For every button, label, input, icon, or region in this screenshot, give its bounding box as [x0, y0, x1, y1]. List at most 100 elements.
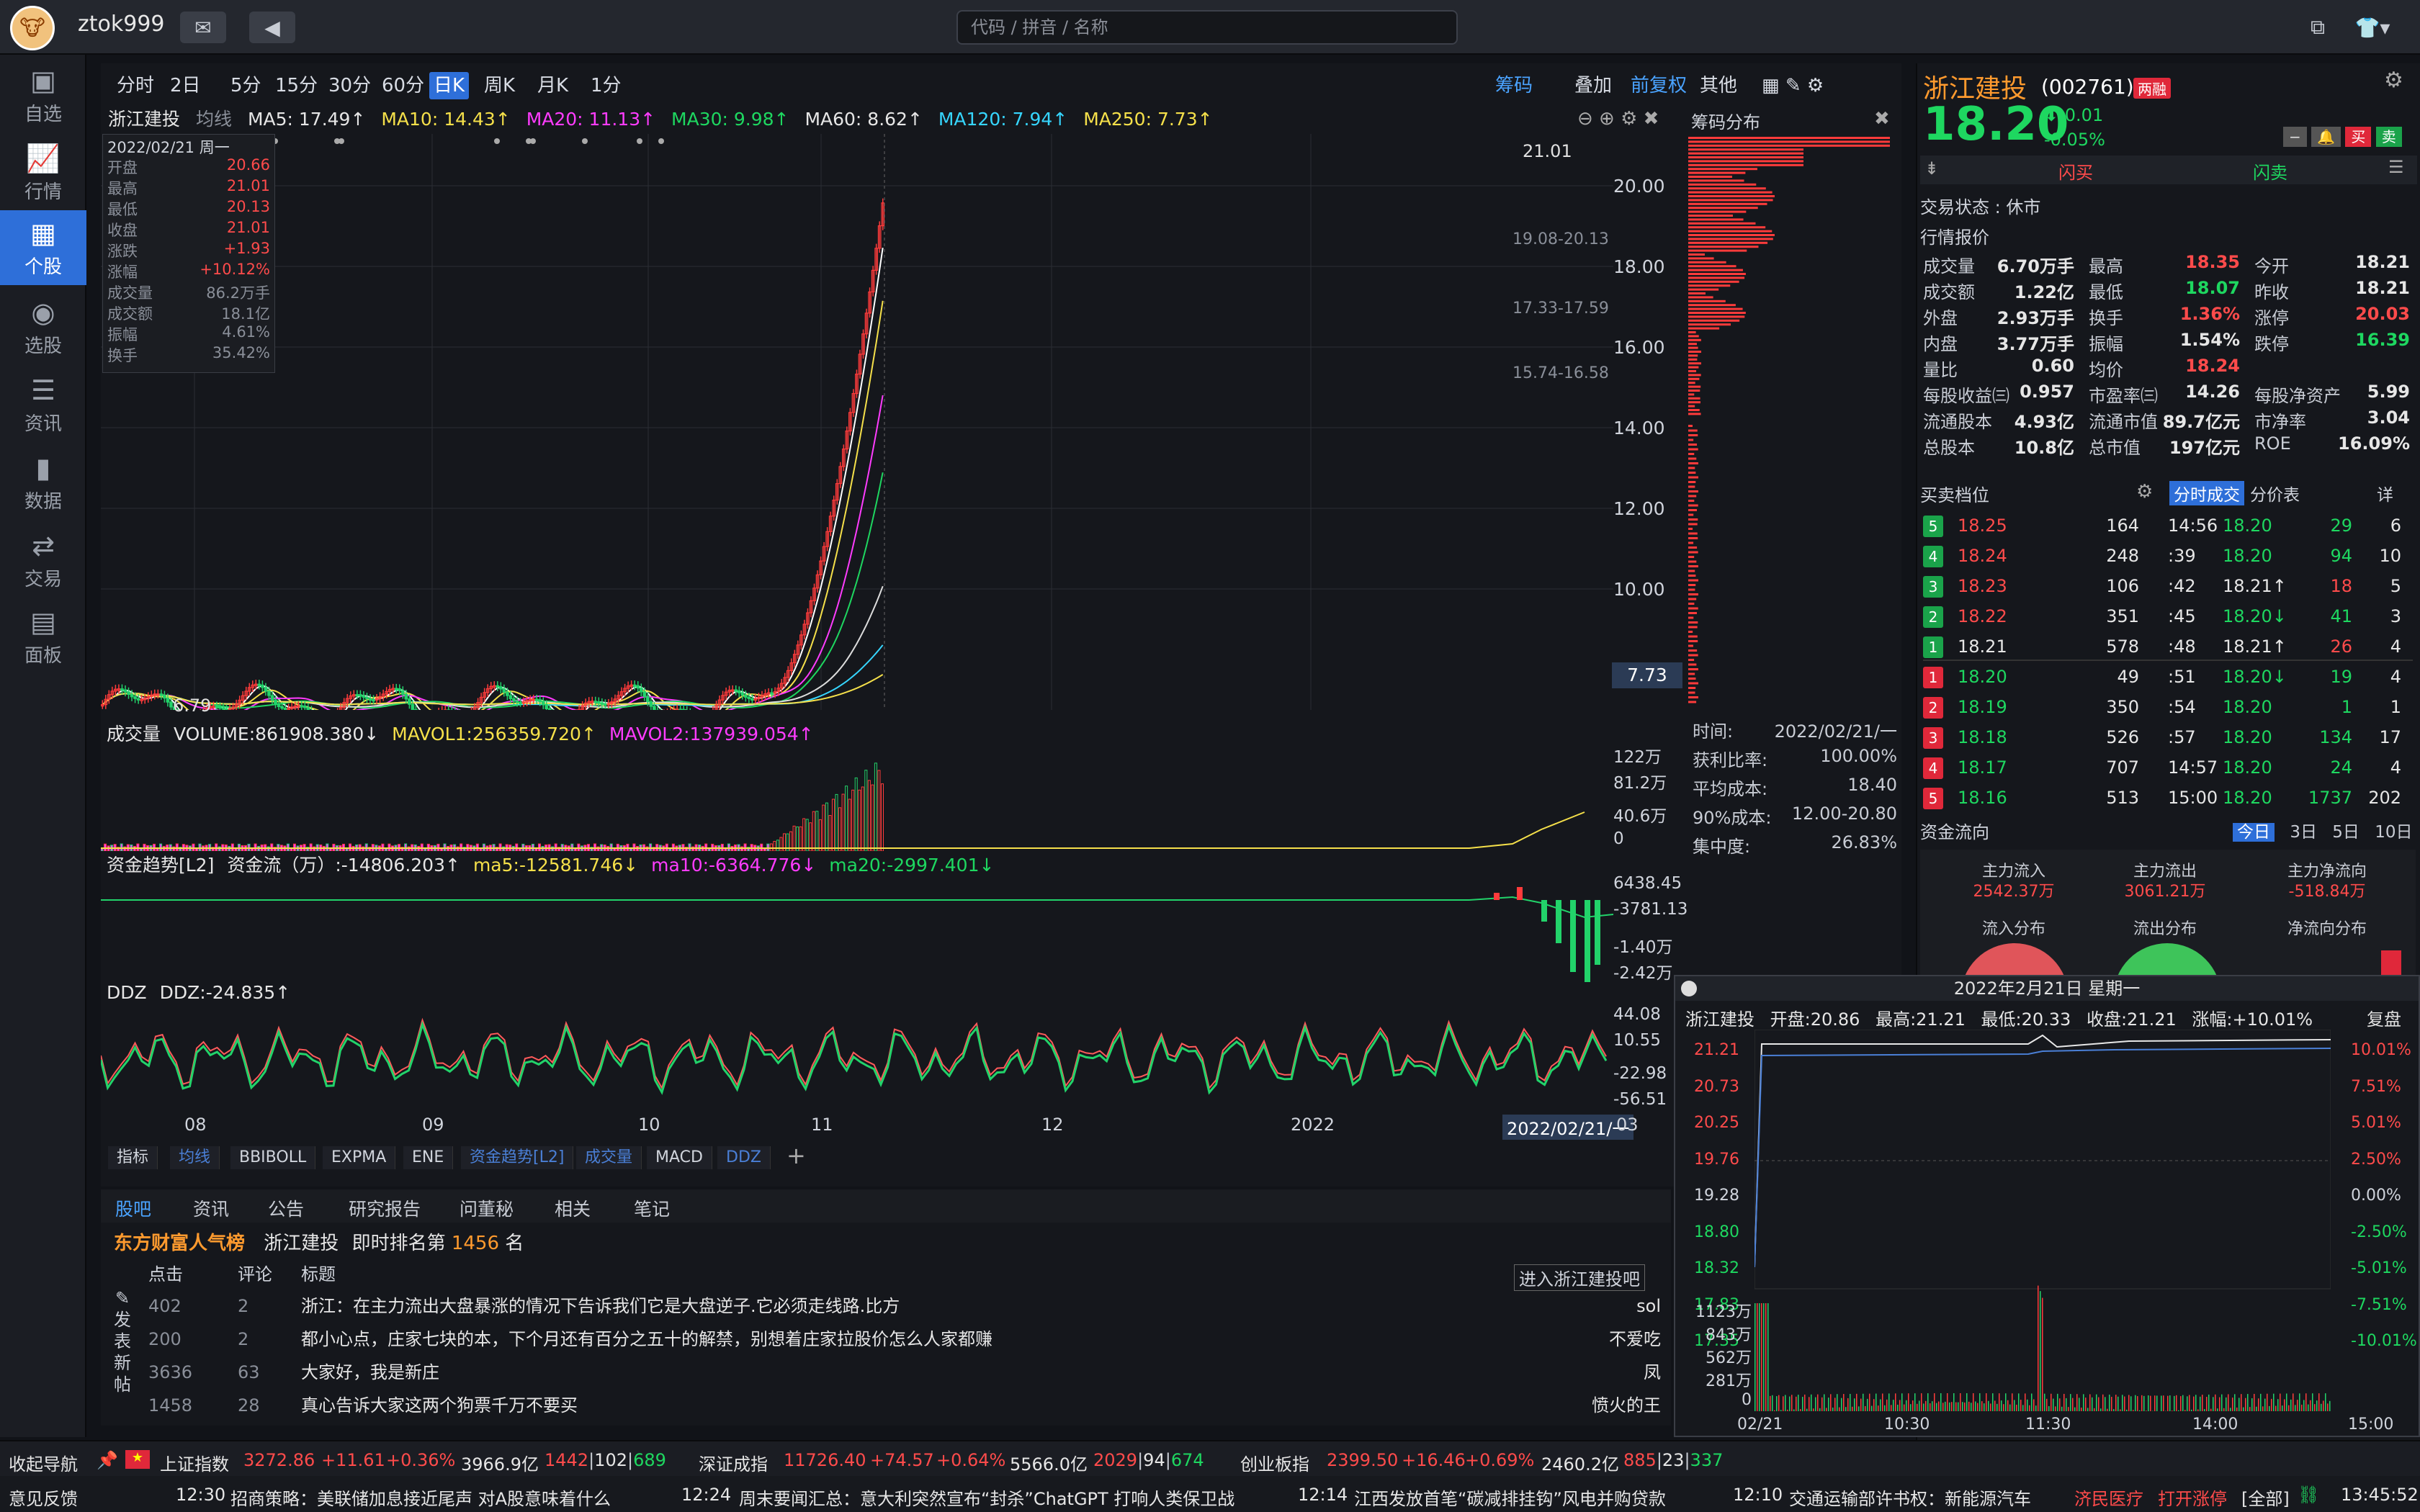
enter-forum-button[interactable]: 进入浙江建投吧 [1514, 1264, 1645, 1291]
ask-row[interactable]: 5 18.25 164 [1923, 511, 2161, 541]
indicator-tab[interactable]: MACD [647, 1146, 712, 1169]
kline-chart[interactable] [101, 134, 1613, 710]
fund-chart[interactable] [101, 874, 1613, 982]
bid-row[interactable]: 3 18.18 526 [1923, 723, 2161, 753]
search-input[interactable]: 代码 / 拼音 / 名称 [956, 10, 1458, 45]
sh-index-name[interactable]: 上证指数 [160, 1454, 229, 1475]
indicator-tab[interactable]: EXPMA [323, 1146, 396, 1169]
bid-row[interactable]: 4 18.17 707 [1923, 753, 2161, 783]
flash-buy-button[interactable]: 闪买 [2058, 163, 2093, 183]
sidebar-item-news[interactable]: ☰ 资讯 [0, 367, 86, 442]
window-icon[interactable]: ⧉ [2311, 15, 2325, 39]
post-title[interactable]: 都小心点，庄家七块的本，下个月还有百分之五十的解禁，别想着庄家拉股价怎么人家都赚 [301, 1329, 992, 1349]
ddz-chart[interactable] [101, 1005, 1613, 1113]
list-item[interactable]: 1458 28 真心告诉大家这两个狗票千万不要买 愤火的王 [148, 1390, 1668, 1421]
back-icon[interactable]: ◀ [249, 12, 295, 43]
skin-icon[interactable]: 👕▾ [2354, 15, 2390, 40]
period-tab[interactable]: 60分 [382, 75, 425, 96]
post-title[interactable]: 浙江：在主力流出大盘暴涨的情况下告诉我们它是大盘逆子.它必须走线路.比方 [301, 1296, 900, 1316]
close-icon[interactable] [1681, 981, 1697, 996]
post-title[interactable]: 真心告诉大家这两个狗票千万不要买 [301, 1395, 578, 1416]
cy-index-name[interactable]: 创业板指 [1240, 1454, 1309, 1475]
username[interactable]: ztok999 [78, 12, 165, 37]
tab-notes[interactable]: 笔记 [634, 1199, 671, 1220]
sidebar-item-screener[interactable]: ◉ 选股 [0, 289, 86, 364]
post-author[interactable]: 不爱吃 [1609, 1329, 1661, 1349]
intraday-popup[interactable]: 2022年2月21日 星期一 浙江建投 开盘:20.86 最高:21.21 最低… [1674, 975, 2420, 1437]
fundflow-tab[interactable]: 3日 [2290, 823, 2317, 842]
period-tab[interactable]: 周K [484, 75, 516, 96]
sidebar-item-market[interactable]: 📈 行情 [0, 135, 86, 210]
menu-icon[interactable]: ☰ [2388, 157, 2404, 177]
bell-icon[interactable]: 🔔 [2311, 127, 2341, 147]
tab-research[interactable]: 研究报告 [349, 1199, 421, 1220]
feedback-button[interactable]: 意见反馈 [9, 1489, 78, 1509]
ddz-label[interactable]: DDZ [107, 982, 147, 1003]
sell-icon[interactable]: 卖 [2375, 127, 2402, 147]
news-headline[interactable]: 交通运输部许书权：新能源汽车 [1789, 1489, 2031, 1509]
chips-button[interactable]: 筹码 [1495, 75, 1533, 96]
fundflow-tab[interactable]: 10日 [2375, 823, 2413, 842]
indicator-tab[interactable]: BBIBOLL [230, 1146, 316, 1169]
ask-row[interactable]: 2 18.22 351 [1923, 602, 2161, 632]
volume-label[interactable]: 成交量 [107, 724, 161, 744]
gear-icon[interactable]: ⚙ [2384, 68, 2403, 93]
pin-icon[interactable]: 📌 [97, 1450, 118, 1470]
indicator-tab[interactable]: DDZ [717, 1146, 771, 1169]
indicator-tab[interactable]: 均线 [170, 1146, 220, 1169]
indicator-tab[interactable]: ENE [403, 1146, 454, 1169]
bid-row[interactable]: 1 18.20 49 [1923, 662, 2161, 693]
ask-row[interactable]: 1 18.21 578 [1923, 632, 2161, 662]
tab-price-table[interactable]: 分价表 [2250, 486, 2300, 505]
list-item[interactable]: 402 2 浙江：在主力流出大盘暴涨的情况下告诉我们它是大盘逆子.它必须走线路.比方… [148, 1290, 1668, 1322]
ma-mode-select[interactable]: 均线 [195, 109, 232, 130]
sz-index-name[interactable]: 深证成指 [699, 1454, 768, 1475]
minus-icon[interactable]: − [2283, 127, 2307, 147]
period-tab[interactable]: 5分 [230, 75, 261, 96]
chart-controls[interactable]: ⊖ ⊕ ⚙ ✖ [1577, 108, 1659, 130]
news-headline[interactable]: 招商策略：美联储加息接近尾声 对A股意味着什么 [230, 1489, 611, 1509]
tab-notice[interactable]: 公告 [268, 1199, 305, 1220]
bid-row[interactable]: 2 18.19 350 [1923, 693, 2161, 723]
tab-news[interactable]: 资讯 [193, 1199, 230, 1220]
tab-forum[interactable]: 股吧 [115, 1195, 152, 1226]
collapse-icon[interactable]: ⇟ [1924, 158, 1940, 179]
all-news-link[interactable]: [全部] [2241, 1489, 2290, 1509]
hot-stock[interactable]: 济民医疗 [2074, 1489, 2143, 1509]
list-item[interactable]: 3636 63 大家好，我是新庄 凤 [148, 1356, 1668, 1388]
post-title[interactable]: 大家好，我是新庄 [301, 1362, 439, 1382]
fund-label[interactable]: 资金趋势[L2] [107, 855, 215, 876]
indicator-tab[interactable]: 资金趋势[L2] [461, 1146, 574, 1169]
adjust-button[interactable]: 前复权 [1631, 75, 1688, 96]
period-tab-active[interactable]: 日K [429, 72, 470, 99]
replay-button[interactable]: 复盘 [2367, 1009, 2401, 1030]
layout-icon[interactable]: ▦ ✎ ⚙ [1762, 75, 1824, 96]
bid-row[interactable]: 5 18.16 513 [1923, 783, 2161, 814]
period-tab[interactable]: 分时 [117, 75, 155, 96]
post-author[interactable]: 凤 [1644, 1362, 1661, 1382]
tab-ask-secretary[interactable]: 问董秘 [460, 1199, 514, 1220]
ask-row[interactable]: 3 18.23 106 [1923, 572, 2161, 602]
sidebar-item-data[interactable]: ▮ 数据 [0, 445, 86, 520]
indicator-tab[interactable]: 成交量 [576, 1146, 642, 1169]
new-post-button[interactable]: ✎ 发表新帖 [108, 1287, 137, 1395]
add-indicator-icon[interactable]: + [786, 1142, 806, 1169]
other-button[interactable]: 其他 [1700, 75, 1738, 96]
mail-icon[interactable]: ✉ [180, 12, 226, 43]
ask-row[interactable]: 4 18.24 248 [1923, 541, 2161, 572]
fundflow-tab[interactable]: 今日 [2233, 823, 2275, 842]
list-item[interactable]: 200 2 都小心点，庄家七块的本，下个月还有百分之五十的解禁，别想着庄家拉股价怎么… [148, 1323, 1668, 1355]
flash-sell-button[interactable]: 闪卖 [2253, 163, 2287, 183]
period-tab[interactable]: 1分 [591, 75, 622, 96]
tab-related[interactable]: 相关 [555, 1199, 591, 1220]
post-author[interactable]: sol [1636, 1296, 1661, 1316]
sidebar-item-watchlist[interactable]: ▣ 自选 [0, 58, 86, 132]
news-headline[interactable]: 江西发放首笔“碳减排挂钩”风电并购贷款 [1354, 1489, 1666, 1509]
sidebar-item-panel[interactable]: ▤ 面板 [0, 599, 86, 674]
collapse-nav-button[interactable]: 收起导航 [9, 1454, 78, 1475]
period-tab[interactable]: 15分 [275, 75, 318, 96]
sidebar-item-trade[interactable]: ⇄ 交易 [0, 523, 86, 598]
overlay-button[interactable]: 叠加 [1574, 75, 1613, 96]
avatar[interactable]: 🐮 [10, 6, 55, 50]
period-tab[interactable]: 2日 [170, 75, 201, 96]
